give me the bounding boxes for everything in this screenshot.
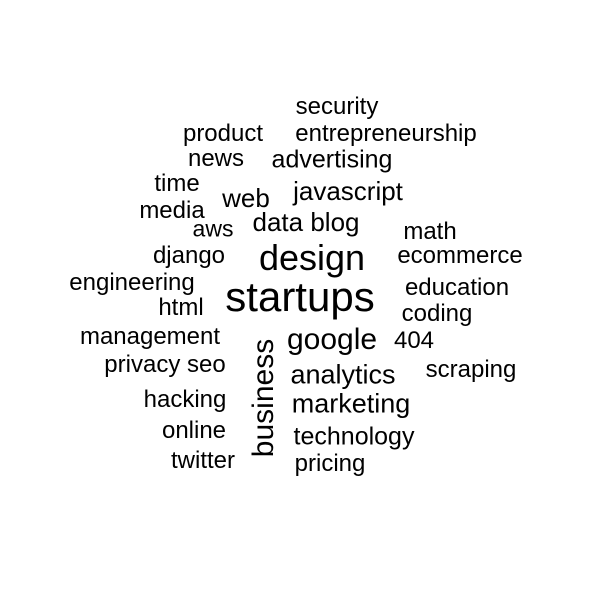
word-news: news [187,145,245,172]
word-google: google [286,323,378,356]
word-ecommerce: ecommerce [397,242,523,269]
word-business: business [247,338,280,458]
word-entrepreneurship: entrepreneurship [295,120,477,147]
word-data-blog: data blog [252,207,360,237]
word-marketing: marketing [291,388,411,419]
word-javascript: javascript [293,176,403,206]
word-analytics: analytics [290,359,396,390]
word-time: time [154,170,200,197]
word-management: management [79,323,221,350]
word-engineering: engineering [69,269,195,296]
word-education: education [404,274,510,301]
word-aws: aws [192,215,234,242]
word-privacy-seo: privacy seo [104,351,226,378]
word-startups: startups [225,273,375,320]
word-design: design [258,237,366,278]
word-twitter: twitter [170,447,236,474]
word-advertising: advertising [271,145,393,174]
word-django: django [152,242,226,269]
word-technology: technology [293,422,415,451]
word-media: media [139,197,205,224]
word-pricing: pricing [294,450,366,477]
word-security: security [295,93,379,120]
word-hacking: hacking [143,386,227,413]
word-math: math [403,218,457,245]
word-web: web [222,183,270,213]
word-html: html [158,294,204,321]
word-product: product [182,120,264,147]
word-online: online [161,417,227,444]
word-coding: coding [401,300,473,327]
word-scraping: scraping [425,356,517,383]
word-404: 404 [393,327,435,354]
